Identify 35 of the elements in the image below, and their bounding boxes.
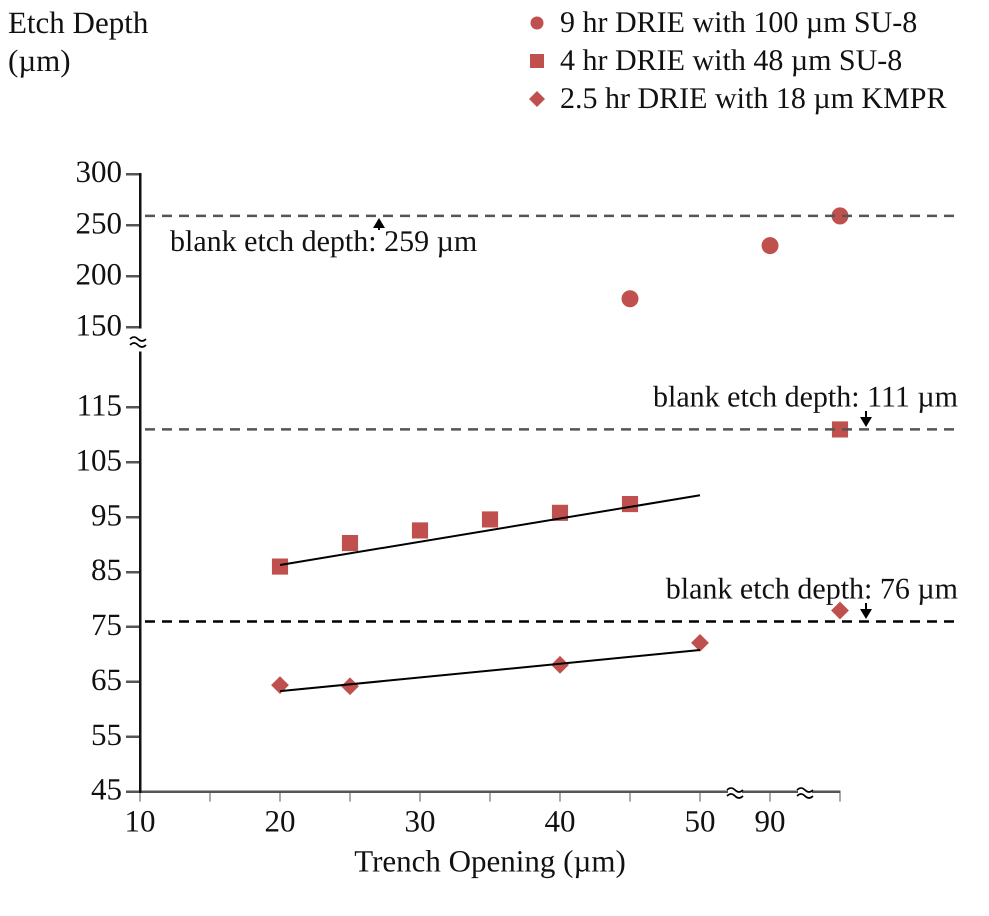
point	[762, 237, 778, 254]
x-tick-label: 30	[404, 803, 436, 838]
point	[272, 676, 288, 694]
y-tick-label: 45	[91, 772, 122, 807]
point	[272, 558, 288, 575]
ref-line-label: blank etch depth: 111 µm	[653, 380, 958, 414]
point	[342, 534, 358, 552]
y-tick-label: 105	[76, 442, 122, 478]
legend-label: 2.5 hr DRIE with 18 µm KMPR	[560, 81, 946, 117]
y-axis-title: Etch Depth (µm)	[8, 4, 150, 80]
ref-line-label: blank etch depth: 259 µm	[170, 224, 478, 258]
y-tick-label: 300	[76, 154, 122, 190]
point	[692, 634, 708, 652]
y-tick-label: 95	[91, 497, 122, 532]
x-tick-label: 10	[124, 803, 156, 838]
y-tick-label: 250	[76, 205, 122, 240]
point	[412, 522, 428, 538]
x-tick-label: 20	[264, 803, 296, 838]
legend-label: 4 hr DRIE with 48 µm SU-8	[560, 43, 902, 79]
x-tick-label: 50	[684, 803, 716, 838]
point	[832, 421, 848, 438]
x-tick-label: 40	[544, 803, 576, 838]
x-tick-label: 90	[754, 803, 786, 838]
y-tick-label: 150	[76, 308, 122, 343]
y-tick-label: 200	[76, 256, 122, 292]
ref-line-label: blank etch depth: 76 µm	[666, 572, 958, 606]
y-tick-label: 65	[91, 662, 122, 697]
y-tick-label: 115	[76, 388, 122, 423]
y-tick-label: 85	[91, 552, 122, 588]
x-axis-title: Trench Opening (µm)	[354, 844, 626, 879]
y-tick-label: 55	[91, 716, 122, 752]
point	[482, 511, 498, 528]
y-tick-label: 75	[91, 607, 122, 642]
legend-label: 9 hr DRIE with 100 µm SU-8	[560, 5, 918, 41]
point	[622, 290, 638, 308]
